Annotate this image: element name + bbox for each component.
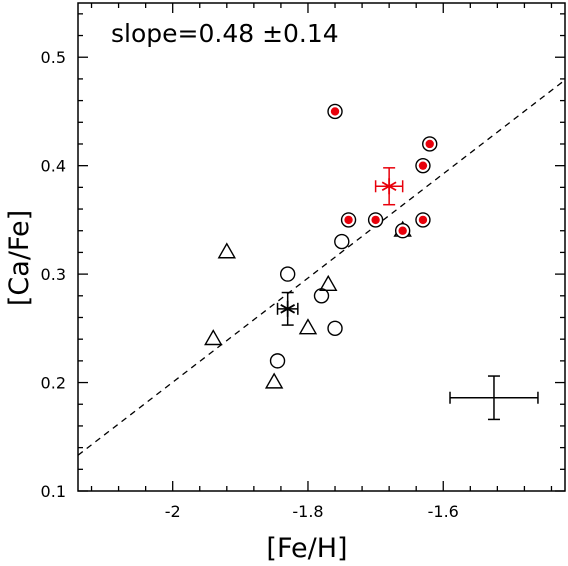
x-axis-title: [Fe/H] (266, 533, 347, 564)
red-circle-point (418, 161, 428, 170)
mean-points (276, 167, 404, 326)
star-stroke (381, 181, 397, 192)
red-circle-point (418, 215, 428, 225)
open-circle-point (279, 266, 296, 282)
y-tick-label: 0.2 (41, 374, 66, 393)
red-circle-point (344, 215, 353, 225)
open-triangle-point (319, 274, 338, 291)
open-circle-point (327, 320, 343, 337)
typical-error-bar (449, 375, 539, 421)
star-stroke (280, 304, 296, 314)
open-triangle-point (264, 372, 284, 389)
open-triangle-point (204, 329, 223, 346)
y-tick-label: 0.4 (41, 157, 66, 176)
y-tick-label: 0.5 (41, 48, 66, 67)
y-axis-title: [Ca/Fe] (4, 210, 35, 306)
data-markers (204, 103, 438, 389)
y-tick-label: 0.3 (41, 265, 66, 284)
red-circle-point (398, 226, 407, 235)
fit-line (77, 79, 566, 456)
x-tick-label: -1.8 (292, 502, 323, 521)
red-circle-point (371, 215, 380, 225)
y-tick-label: 0.1 (41, 482, 66, 501)
red-circle-point (330, 107, 340, 116)
open-triangle-point (217, 242, 237, 259)
open-circle-point (269, 353, 286, 369)
fit-line-group (77, 79, 566, 456)
axis-ticks (78, 3, 565, 492)
open-triangle-point (298, 318, 318, 335)
tick-labels: -2 -1.8 -1.6 0.1 0.2 0.3 0.4 0.5 (41, 48, 459, 521)
red-circle-point (425, 139, 434, 149)
slope-annotation: slope=0.48 ±0.14 (111, 19, 339, 48)
open-circle-point (334, 233, 350, 250)
plot-frame (77, 2, 566, 492)
x-tick-label: -1.6 (428, 502, 459, 521)
x-tick-label: -2 (165, 502, 181, 521)
